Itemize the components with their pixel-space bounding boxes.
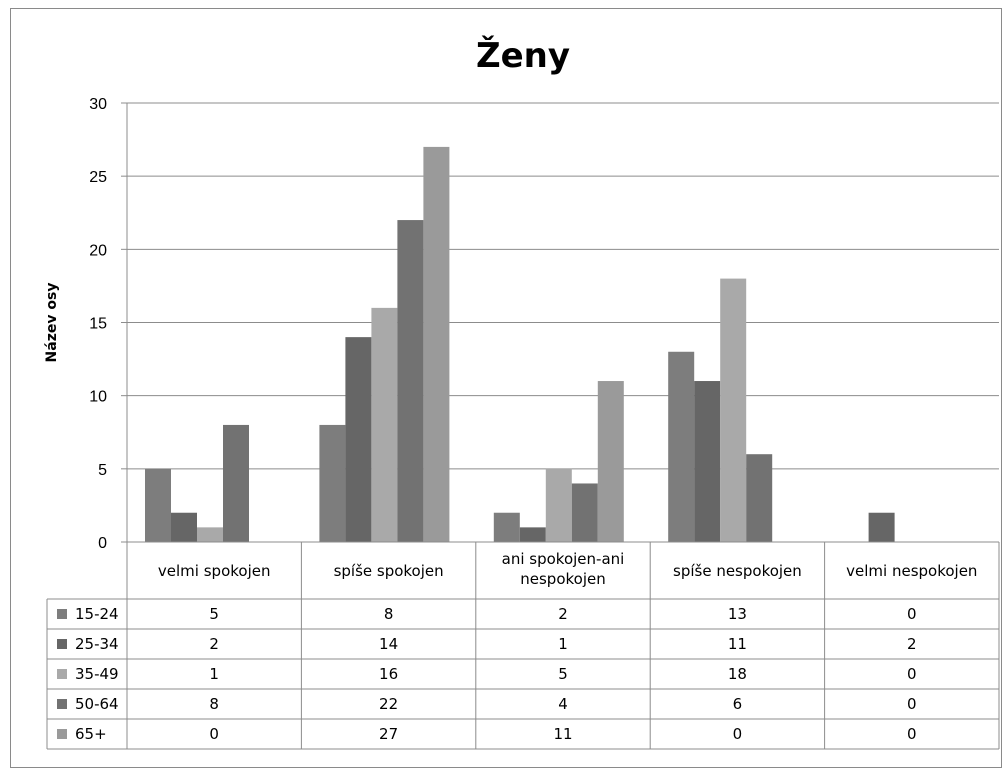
data-table-value: 8 [209, 695, 219, 713]
data-table-value: 6 [733, 695, 743, 713]
legend-swatch [57, 699, 67, 709]
legend-label: 65+ [75, 725, 107, 743]
data-table-value: 11 [728, 635, 747, 653]
bar [571, 483, 598, 542]
y-tick-label: 25 [89, 169, 107, 186]
legend-label: 35-49 [75, 665, 119, 683]
y-tick-label: 15 [89, 316, 107, 333]
bar [197, 527, 223, 542]
bar [694, 381, 721, 542]
x-category-label: velmi nespokojen [846, 562, 977, 580]
bar [397, 220, 424, 543]
data-table-value: 14 [379, 635, 398, 653]
legend-swatch [57, 729, 67, 739]
data-table-value: 5 [209, 605, 219, 623]
data-table-value: 22 [379, 695, 398, 713]
data-table-value: 27 [379, 725, 398, 743]
x-category-label: ani spokojen-ani nespokojen [502, 550, 625, 588]
chart-frame: Ženy 0 5 10 15 20 25 30 Název osy velmi spokojen s… [10, 8, 1002, 768]
data-table-value: 4 [558, 695, 568, 713]
bar [868, 512, 895, 542]
data-table-value: 1 [558, 635, 568, 653]
x-category-label: spíše nespokojen [673, 562, 802, 580]
legend-swatch [57, 669, 67, 679]
y-tick-label: 0 [98, 535, 107, 552]
bar [319, 424, 346, 542]
bar [223, 424, 249, 542]
data-table-value: 5 [558, 665, 568, 683]
data-table-value: 1 [209, 665, 219, 683]
data-table-value: 13 [728, 605, 747, 623]
y-tick-label: 10 [89, 389, 107, 406]
bar [519, 527, 546, 542]
legend-label: 15-24 [75, 605, 119, 623]
y-axis-title: Název osy [44, 283, 60, 363]
data-table-value: 8 [384, 605, 394, 623]
data-table-value: 2 [907, 635, 917, 653]
x-category-label: velmi spokojen [158, 562, 271, 580]
legend-swatch [57, 639, 67, 649]
bar [597, 381, 624, 542]
bar [493, 512, 520, 542]
x-category-label: spíše spokojen [334, 562, 444, 580]
bar [668, 351, 695, 542]
legend-swatch [57, 609, 67, 619]
bar [171, 512, 197, 542]
data-table-value: 18 [728, 665, 747, 683]
y-tick-label: 30 [89, 96, 107, 113]
data-table-value: 2 [209, 635, 219, 653]
bar [145, 468, 171, 542]
bar [545, 468, 572, 542]
data-table-value: 0 [907, 725, 917, 743]
data-table-value: 0 [209, 725, 219, 743]
data-table-value: 0 [907, 695, 917, 713]
bar [720, 278, 747, 542]
data-table-value: 11 [553, 725, 572, 743]
bar [746, 454, 773, 542]
y-tick-label: 20 [89, 242, 107, 259]
legend-label: 50-64 [75, 695, 119, 713]
bar [371, 307, 398, 542]
data-table-value: 0 [733, 725, 743, 743]
data-table-value: 0 [907, 665, 917, 683]
legend-label: 25-34 [75, 635, 119, 653]
bar [423, 146, 450, 542]
bar [345, 337, 372, 542]
data-table-value: 16 [379, 665, 398, 683]
data-table-value: 0 [907, 605, 917, 623]
data-table-value: 2 [558, 605, 568, 623]
y-tick-label: 5 [98, 462, 107, 479]
chart-title: Ženy [476, 35, 570, 76]
